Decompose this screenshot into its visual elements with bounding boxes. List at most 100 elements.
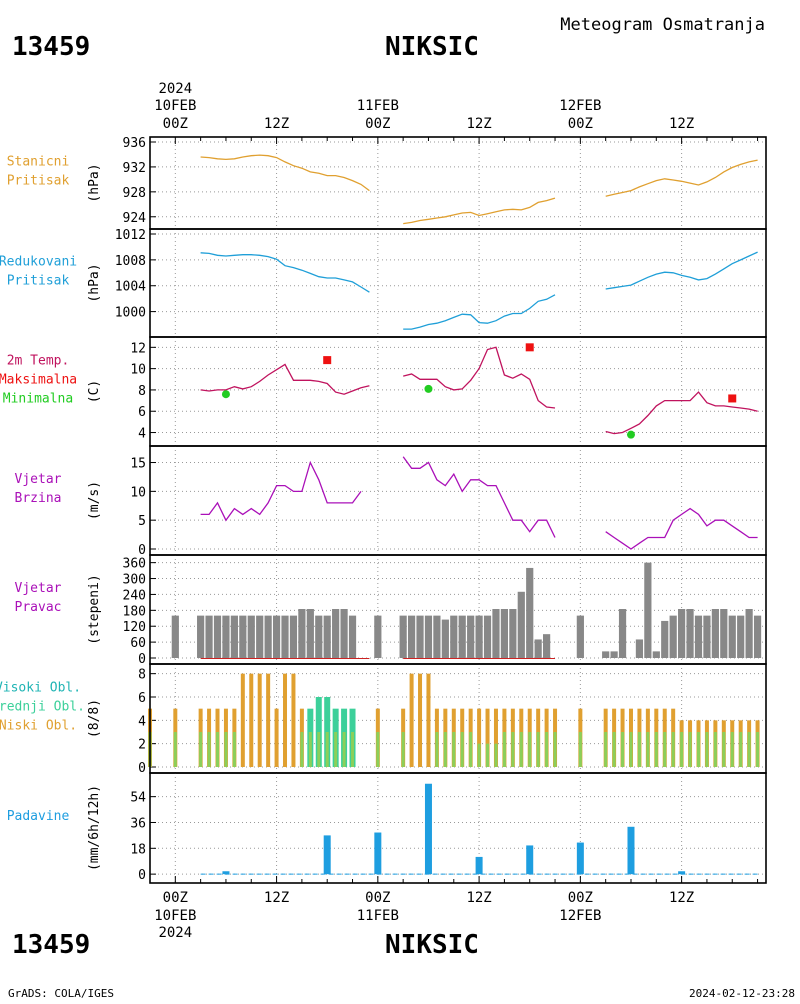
top-hour-label: 00Z [568, 116, 593, 132]
cloud-low-bar [612, 732, 616, 767]
y-unit-label: (8/8) [87, 699, 102, 738]
cloud-low-bar [334, 732, 338, 767]
cloud-high-bar [477, 708, 482, 767]
precip-bar [678, 871, 686, 875]
y-tick-label: 6 [138, 405, 146, 420]
bottom-year-label: 2024 [158, 925, 192, 941]
precip-bar [323, 835, 331, 875]
wind-direction-bar [289, 615, 298, 658]
wind-direction-bar [669, 615, 677, 658]
y-tick-label: 1004 [115, 280, 146, 295]
y-tick-label: 1008 [115, 254, 146, 269]
top-hour-label: 00Z [163, 116, 188, 132]
wind-direction-bar [340, 609, 348, 658]
station-pressure-line [403, 197, 556, 225]
temp-min-marker [221, 390, 230, 399]
wind-direction-bar [298, 609, 306, 658]
temp-max-marker [323, 356, 332, 365]
wind-speed-line [200, 460, 362, 522]
wind-direction-bar [272, 615, 281, 658]
panel-frame [149, 772, 767, 884]
y-tick-label: 0 [138, 868, 146, 883]
wind-direction-bar [526, 567, 534, 658]
cloud-low-bar [351, 732, 355, 767]
y-unit-label: (m/s) [87, 481, 102, 520]
cloud-low-bar [654, 732, 658, 767]
top-day-label: 12FEB [559, 98, 601, 114]
wind-direction-bar [753, 615, 762, 658]
cloud-low-bar [224, 732, 228, 767]
cloud-low-bar [486, 743, 490, 767]
wind-direction-bar [517, 591, 525, 658]
bottom-hour-label: 00Z [568, 890, 593, 906]
cloud-low-bar [308, 732, 312, 767]
panel-reduced-pressure: 1000 1004 1008 1012 (hPa) Redukovani Pritisak [0, 228, 767, 338]
cloud-low-bar [460, 732, 464, 767]
cloud-high-bar [493, 708, 498, 767]
cloud-low-bar [317, 732, 321, 767]
station-name: NIKSIC [385, 32, 479, 62]
wind-direction-bar [492, 609, 500, 658]
cloud-low-bar [300, 732, 304, 767]
cloud-low-bar [713, 732, 717, 767]
temp-max-marker [728, 394, 737, 403]
cloud-high-bar [485, 708, 490, 767]
cloud-low-bar [637, 732, 641, 767]
cloud-low-bar [680, 732, 684, 767]
wind-direction-bar [399, 615, 407, 658]
cloud-low-bar [747, 732, 751, 767]
wind-direction-bar [441, 619, 449, 658]
y-tick-label: 6 [138, 691, 146, 706]
y-tick-label: 5 [138, 514, 146, 529]
cloud-low-bar [376, 732, 380, 767]
cloud-low-bar [519, 732, 523, 767]
footer-station-name: NIKSIC [385, 930, 479, 960]
cloud-low-bar [553, 732, 557, 767]
wind-speed-line [402, 456, 556, 538]
cloud-low-bar [646, 732, 650, 767]
cloud-high-bar [409, 673, 414, 767]
y-tick-label: 1000 [115, 306, 146, 321]
wind-direction-bar [602, 651, 610, 658]
cloud-high-bar [257, 673, 262, 767]
y-tick-label: 180 [123, 604, 146, 619]
wind-direction-bar [239, 615, 247, 658]
temp-max-marker [525, 343, 534, 352]
cloud-low-bar [511, 732, 515, 767]
y-unit-label: (C) [87, 380, 102, 403]
wind-direction-bar [458, 615, 466, 658]
footer-station-id: 13459 [12, 930, 90, 960]
cloud-low-bar [756, 732, 760, 767]
bottom-hour-label: 12Z [466, 890, 491, 906]
wind-direction-bar [467, 615, 475, 658]
cloud-low-bar [621, 732, 625, 767]
panel-label: Pritisak [7, 274, 70, 289]
wind-direction-bar [450, 615, 458, 658]
wind-direction-bar [500, 609, 509, 658]
precip-bar [627, 826, 635, 875]
wind-direction-bar [213, 615, 222, 658]
cloud-low-bar [199, 732, 203, 767]
y-tick-label: 12 [130, 341, 146, 356]
panel-label: Niski Obl. [0, 719, 77, 734]
panel-frame [149, 136, 767, 230]
wind-direction-bar [534, 639, 542, 658]
bottom-day-label: 12FEB [559, 908, 601, 924]
bottom-hour-label: 00Z [365, 890, 390, 906]
cloud-low-bar [705, 732, 709, 767]
station-pressure-line [605, 159, 758, 197]
cloud-low-bar [325, 732, 329, 767]
wind-direction-bar [348, 615, 357, 658]
cloud-low-bar [477, 743, 481, 767]
panel-label: Brzina [15, 491, 62, 506]
reduced-pressure-line [200, 252, 370, 293]
bottom-hour-label: 12Z [264, 890, 289, 906]
precip-bar [526, 845, 534, 875]
cloud-high-bar [418, 673, 423, 767]
credit-text: GrADS: COLA/IGES [8, 987, 114, 1000]
temperature-line [605, 391, 758, 435]
station-id: 13459 [12, 32, 90, 62]
cloud-high-bar [283, 673, 288, 767]
